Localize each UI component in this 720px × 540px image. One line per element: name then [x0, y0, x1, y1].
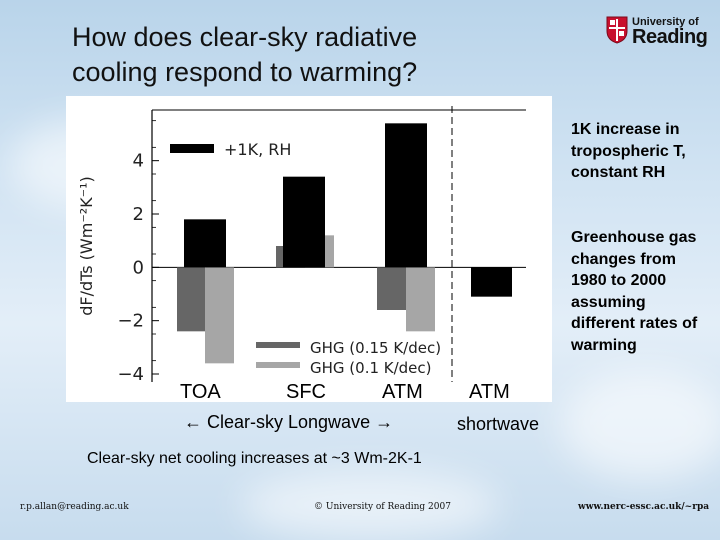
footer-copyright: © University of Reading 2007: [314, 502, 451, 512]
y-tick-label: −2: [117, 311, 144, 332]
y-tick-label: 2: [133, 204, 144, 225]
note-ghg-changes: Greenhouse gas changes from 1980 to 2000…: [571, 229, 698, 354]
legend-label-ghg01: GHG (0.1 K/dec): [310, 359, 432, 377]
category-atm-longwave: ATM: [382, 381, 423, 403]
bar-toa-series-2: [177, 267, 206, 332]
bar-atm-series-1: [385, 123, 427, 268]
footer-url: www.nerc-essc.ac.uk/~rpa: [578, 502, 710, 512]
logo-university-of: University of: [632, 16, 699, 28]
bar-atm-series-2: [377, 267, 406, 310]
legend-label-ghg015: GHG (0.15 K/dec): [310, 339, 441, 357]
title-line-1: How does clear-sky radiative: [72, 22, 418, 52]
chart-panel: −4 −2 0 2 4 dF/dTs (Wm⁻²K⁻¹) +1K, RH GHG (0.15…: [66, 96, 552, 402]
bar-toa-series-1: [184, 219, 226, 268]
legend-swatch-plus1k: [170, 144, 214, 153]
bar-atm-series-3: [406, 267, 435, 332]
category-sfc: SFC: [286, 381, 326, 403]
logo-reading: Reading: [632, 26, 708, 48]
longwave-label: ← Clear-sky Longwave →: [184, 412, 394, 432]
title-line-2: cooling respond to warming?: [72, 57, 418, 87]
summary-text: Clear-sky net cooling increases at ~3 Wm…: [87, 450, 422, 467]
y-tick-label: 0: [133, 257, 144, 278]
footer-email: r.p.allan@reading.ac.uk: [20, 502, 129, 512]
y-axis-label: dF/dTs (Wm⁻²K⁻¹): [77, 176, 96, 316]
category-toa: TOA: [180, 381, 221, 403]
crest-icon: [606, 16, 628, 44]
legend-swatch-ghg015: [256, 342, 300, 348]
legend-label-plus1k: +1K, RH: [224, 140, 291, 159]
y-tick-label: 4: [133, 151, 144, 172]
bar-atm-sw-series-1: [471, 267, 512, 297]
note-1k-increase: 1K increase in tropospheric T, constant …: [571, 121, 686, 181]
university-logo: University of Reading: [606, 16, 708, 50]
slide-title: How does clear-sky radiative cooling res…: [72, 20, 542, 90]
y-tick-label: −4: [117, 364, 144, 385]
background-cloud: [560, 370, 720, 480]
legend-swatch-ghg01: [256, 362, 300, 368]
bar-chart: −4 −2 0 2 4 dF/dTs (Wm⁻²K⁻¹) +1K, RH GHG (0.15…: [77, 106, 526, 385]
bar-sfc-series-1: [283, 176, 325, 268]
shortwave-label: shortwave: [457, 414, 540, 434]
category-atm-shortwave: ATM: [469, 381, 510, 403]
background-cloud: [240, 470, 500, 540]
bar-toa-series-3: [205, 267, 234, 364]
